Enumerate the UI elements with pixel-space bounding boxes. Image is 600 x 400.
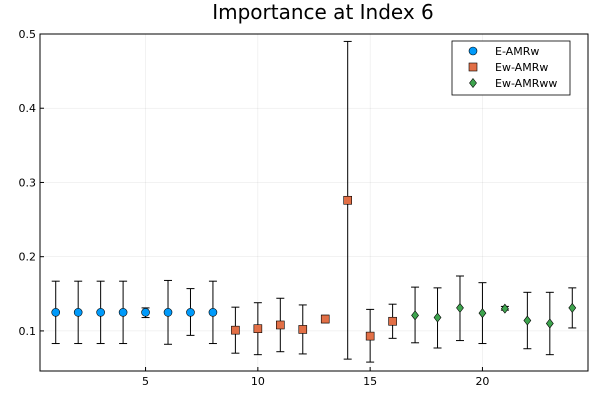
data-point (231, 325, 240, 335)
data-point (298, 325, 308, 334)
x-tick-label: 20 (475, 375, 489, 388)
series-Ew-AMRww (411, 275, 577, 356)
data-point (276, 320, 285, 330)
x-tick-label: 10 (251, 375, 265, 388)
data-point (545, 318, 554, 329)
axes: 5 10 15 20 0.1 0.2 0.3 0.4 0.5 (19, 28, 490, 388)
legend-label: E-AMRw (495, 45, 539, 58)
x-tick-label: 5 (142, 375, 149, 388)
data-point (478, 308, 487, 319)
legend-marker (469, 78, 477, 88)
data-point (523, 315, 532, 326)
plot-frame (39, 33, 589, 372)
data-point (96, 308, 105, 317)
data-point (568, 302, 577, 313)
series-Ew-AMRw (231, 40, 397, 363)
y-tick-label: 0.3 (19, 176, 37, 189)
legend-marker (468, 62, 478, 72)
data-point (141, 308, 150, 317)
y-tick-label: 0.2 (19, 251, 37, 264)
data-point (320, 314, 330, 324)
series-E-AMRw (51, 279, 218, 345)
legend-marker (468, 46, 478, 56)
legend: E-AMRw Ew-AMRw Ew-AMRww (451, 40, 571, 96)
data-point (51, 308, 61, 317)
y-tick-label: 0.1 (19, 325, 37, 338)
data-point (365, 331, 375, 341)
x-tick-label: 15 (363, 375, 377, 388)
data-point (411, 310, 419, 321)
y-tick-label: 0.5 (19, 28, 37, 41)
data-point (163, 308, 173, 317)
chart-title: Importance at Index 6 (212, 0, 434, 24)
legend-label: Ew-AMRw (495, 61, 548, 74)
data-point (456, 302, 464, 313)
y-tick-label: 0.4 (19, 102, 37, 115)
data-point (343, 195, 352, 205)
data-layer (51, 40, 577, 363)
legend-label: Ew-AMRww (495, 77, 557, 90)
data-point (433, 312, 442, 323)
data-point (253, 324, 263, 333)
data-point (208, 308, 218, 317)
data-point (388, 316, 397, 326)
data-point (118, 308, 128, 317)
data-point (73, 308, 83, 317)
data-point (186, 308, 195, 317)
data-point (501, 303, 509, 314)
